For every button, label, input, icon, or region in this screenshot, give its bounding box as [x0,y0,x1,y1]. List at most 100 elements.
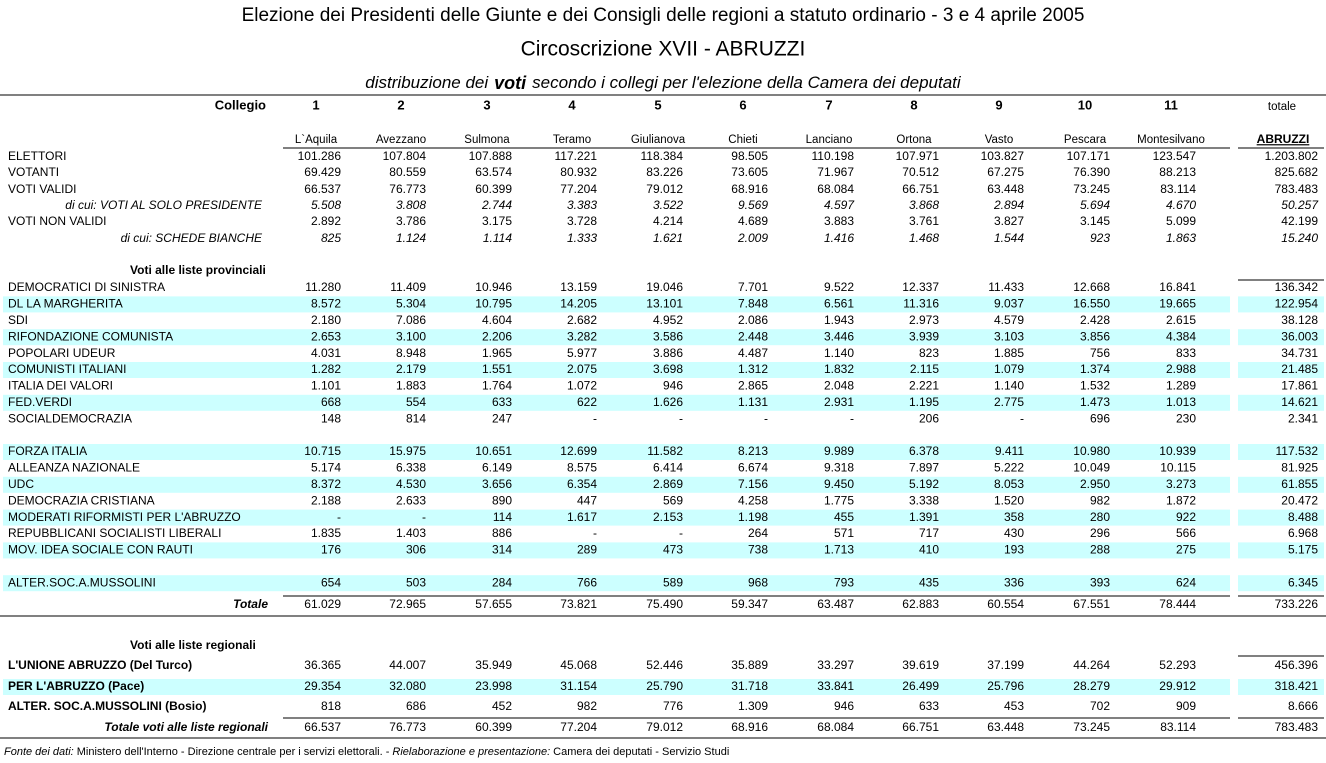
footer-source: Ministero dell'Interno - Direzione centr… [77,746,390,758]
cell: 6.414 [653,461,683,475]
column-number: 4 [568,97,576,112]
cell: 3.728 [567,214,597,228]
cell: 9.318 [824,461,854,475]
cell: 776 [663,699,683,713]
total-cell: 122.954 [1275,297,1319,311]
cell: - [422,510,426,524]
row-label: di cui: SCHEDE BIANCHE [121,231,263,245]
row-label: POPOLARI UDEUR [8,346,116,360]
cell: 4.670 [1166,198,1196,212]
cell: 35.889 [731,658,768,672]
cell: 14.205 [560,297,597,311]
cell: 1.140 [994,379,1024,393]
cell: 230 [1176,411,1196,425]
cell: 4.258 [738,493,768,507]
cell: 833 [1176,346,1196,360]
cell: 284 [492,575,512,589]
cell: 61.029 [304,597,341,611]
row-label: MOV. IDEA SOCIALE CON RAUTI [8,543,193,557]
cell: 922 [1176,510,1196,524]
cell: 9.522 [824,280,854,294]
cell: 3.100 [396,329,426,343]
cell: 6.674 [738,461,768,475]
row-bands [3,296,1324,695]
cell: 19.665 [1159,297,1196,311]
cell: 823 [919,346,939,360]
cell: 5.694 [1080,198,1110,212]
cell: 7.848 [738,297,768,311]
cell: 3.883 [824,214,854,228]
cell: 452 [492,699,512,713]
collegio-label: Collegio [215,97,266,112]
total-cell: 318.421 [1275,679,1319,693]
cell: 1.101 [311,379,341,393]
row-band [1238,679,1324,695]
cell: 589 [663,575,683,589]
column-number: 7 [825,97,832,112]
cell: 3.282 [567,329,597,343]
row-band [3,476,1230,493]
cell: 10.946 [475,280,512,294]
heading-emphasis: voti [494,73,527,93]
cell: 25.790 [646,679,683,693]
cell: 1.079 [994,362,1024,376]
cell: 29.912 [1159,679,1196,693]
cell: 3.103 [994,329,1024,343]
cell: 6.561 [824,297,854,311]
cell: 2.428 [1080,313,1110,327]
cell: 77.204 [560,720,597,734]
total-cell: 8.666 [1288,699,1318,713]
cell: 288 [1090,543,1110,557]
column-number: 3 [483,97,490,112]
cell: 6.354 [567,477,597,491]
total-name: ABRUZZI [1257,132,1310,146]
cell: 2.653 [311,329,341,343]
cell: 8.572 [311,297,341,311]
row-label: DEMOCRATICI DI SINISTRA [8,280,165,294]
cell: 3.273 [1166,477,1196,491]
cell: 60.399 [475,720,512,734]
row-label: Totale voti alle liste regionali [104,720,268,734]
cell: 2.206 [482,329,512,343]
cell: 2.180 [311,313,341,327]
cell: 1.124 [396,231,426,245]
cell: 624 [1176,575,1196,589]
cell: 3.808 [396,198,426,212]
cell: 206 [919,411,939,425]
cell: 982 [577,699,597,713]
cell: 11.433 [988,280,1024,294]
cell: 1.333 [567,231,597,245]
column-name: Lanciano [806,134,853,146]
cell: 2.973 [909,313,939,327]
total-cell: 1.203.802 [1265,149,1319,163]
cell: 12.699 [560,444,597,458]
cell: 107.171 [1067,149,1111,163]
cell: 6.378 [909,444,939,458]
column-number: 5 [654,97,661,112]
cell: 633 [492,395,512,409]
cell: 78.444 [1159,597,1196,611]
cell: 1.883 [396,379,426,393]
cell: 1.140 [824,346,854,360]
cell: 3.586 [653,329,683,343]
cell: 1.835 [311,526,341,540]
cell: 62.883 [902,597,939,611]
cell: 393 [1090,575,1110,589]
cell: 114 [493,510,512,524]
cell: 247 [492,411,512,425]
cell: 70.512 [902,165,939,179]
cell: - [850,411,854,425]
cell: 1.072 [567,379,597,393]
cell: 447 [577,493,597,507]
row-label: FORZA ITALIA [8,444,87,458]
cell: 4.384 [1166,329,1196,343]
cell: 1.282 [311,362,341,376]
cell: 4.487 [738,346,768,360]
cell: 8.372 [311,477,341,491]
row-band [1238,394,1324,411]
row-label: VOTANTI [8,165,59,179]
cell: 3.856 [1080,329,1110,343]
cell: - [679,526,683,540]
cell: 63.448 [987,720,1024,734]
cell: 10.651 [475,444,512,458]
